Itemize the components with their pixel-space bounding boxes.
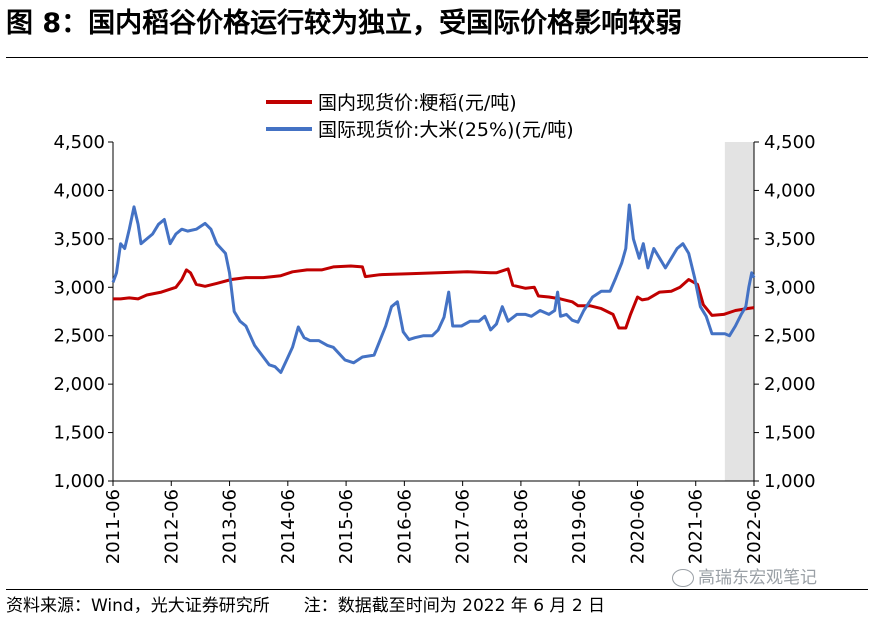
line-chart: 国内现货价:粳稻(元/吨) 国际现货价:大米(25%)(元/吨) 1,000 1,… bbox=[53, 92, 816, 564]
x-tick-label: 2013-06 bbox=[220, 489, 241, 564]
x-tick-label: 2019-06 bbox=[569, 489, 590, 564]
y-tick-label-right: 4,000 bbox=[764, 180, 816, 201]
y-tick-label-left: 2,000 bbox=[53, 374, 105, 395]
x-tick-label: 2020-06 bbox=[627, 489, 648, 564]
x-tick-label: 2011-06 bbox=[103, 489, 124, 564]
series-line-international-rice bbox=[111, 203, 756, 374]
footer: 资料来源：Wind，光大证券研究所 注：数据截至时间为 2022 年 6 月 2 … bbox=[6, 593, 605, 619]
x-tick-label: 2015-06 bbox=[336, 489, 357, 564]
y-tick-label-left: 1,500 bbox=[53, 423, 105, 444]
y-tick-label-right: 3,500 bbox=[764, 229, 816, 250]
x-tick-label: 2016-06 bbox=[394, 489, 415, 564]
x-tick-label: 2017-06 bbox=[453, 489, 474, 564]
watermark-text: 高瑞东宏观笔记 bbox=[698, 568, 817, 588]
x-tick-label: 2012-06 bbox=[161, 489, 182, 564]
y-tick-label-left: 3,000 bbox=[53, 277, 105, 298]
y-tick-label-right: 3,000 bbox=[764, 277, 816, 298]
y-tick-label-left: 1,000 bbox=[53, 471, 105, 492]
y-tick-label-right: 2,000 bbox=[764, 374, 816, 395]
y-tick-label-left: 4,500 bbox=[53, 132, 105, 153]
y-tick-label-left: 3,500 bbox=[53, 229, 105, 250]
legend-label-international-rice: 国际现货价:大米(25%)(元/吨) bbox=[318, 119, 574, 141]
x-tick-label: 2022-06 bbox=[744, 489, 765, 564]
watermark: 高瑞东宏观笔记 bbox=[672, 566, 817, 590]
footer-line bbox=[6, 589, 868, 590]
y-tick-label-right: 1,500 bbox=[764, 423, 816, 444]
x-tick-label: 2014-06 bbox=[278, 489, 299, 564]
x-tick-label: 2021-06 bbox=[686, 489, 707, 564]
wechat-icon bbox=[672, 569, 694, 587]
legend-label-domestic-japonica: 国内现货价:粳稻(元/吨) bbox=[318, 92, 517, 114]
series-line-domestic-japonica bbox=[113, 264, 755, 330]
chart-legend: 国内现货价:粳稻(元/吨) 国际现货价:大米(25%)(元/吨) bbox=[266, 92, 574, 141]
y-tick-label-left: 2,500 bbox=[53, 326, 105, 347]
y-tick-label-right: 4,500 bbox=[764, 132, 816, 153]
chart-title: 图 8：国内稻谷价格运行较为独立，受国际价格影响较弱 bbox=[6, 8, 683, 39]
y-tick-label-left: 4,000 bbox=[53, 180, 105, 201]
title-underline bbox=[6, 57, 868, 58]
x-tick-label: 2018-06 bbox=[511, 489, 532, 564]
y-tick-label-right: 1,000 bbox=[764, 471, 816, 492]
y-tick-label-right: 2,500 bbox=[764, 326, 816, 347]
date-note: 注：数据截至时间为 2022 年 6 月 2 日 bbox=[303, 596, 606, 616]
source-note: 资料来源：Wind，光大证券研究所 bbox=[6, 596, 270, 616]
